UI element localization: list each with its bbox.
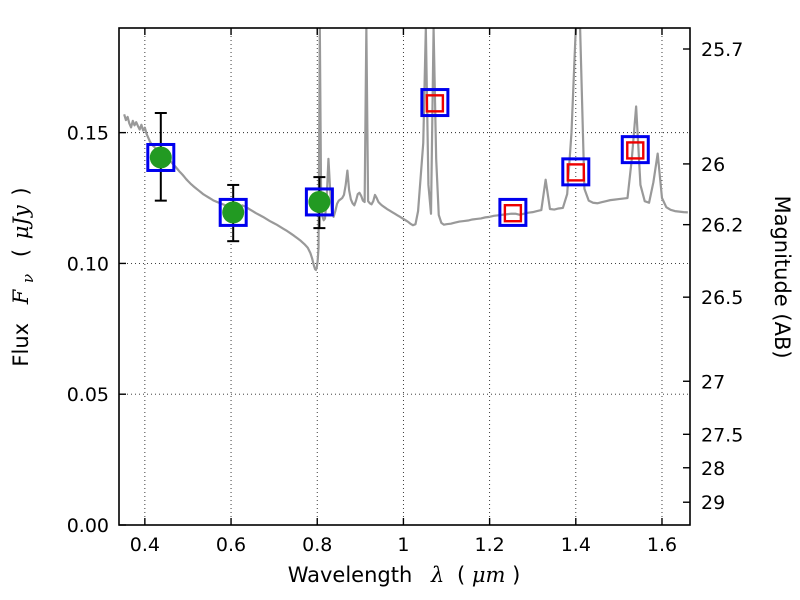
- y-axis-title: Flux F ν ( μJy ): [9, 187, 38, 366]
- x-axis-title-word: Wavelength: [288, 563, 413, 587]
- y-axis-title-nu: ν: [19, 274, 37, 283]
- y-axis-title-close-paren: ): [9, 187, 33, 195]
- model-flux-marker: [420, 88, 450, 118]
- observed-nir-flux-marker: [425, 94, 445, 113]
- x-tick-label: 1.6: [647, 534, 677, 556]
- plot-frame: [118, 27, 691, 526]
- grid-lines: [119, 28, 690, 526]
- right-tick-label: 29: [701, 492, 725, 514]
- x-tick-label: 1: [397, 534, 409, 556]
- x-axis-title-units: μm: [472, 563, 506, 587]
- x-axis-title: Wavelength λ ( μm ): [288, 563, 521, 587]
- y-tick-label: 0.10: [67, 253, 109, 275]
- observed-flux-marker: [308, 190, 331, 213]
- y-tick-label: 0.15: [67, 123, 109, 145]
- x-tick-label: 0.8: [302, 534, 332, 556]
- x-tick-label: 0.6: [216, 534, 246, 556]
- right-axis-title: Magnitude (AB): [770, 195, 794, 358]
- y-axis-title-word: Flux: [9, 323, 33, 367]
- observed-nir-flux-marker: [626, 141, 645, 160]
- y-axis-title-units: μJy: [9, 204, 33, 239]
- y-tick-label: 0.00: [67, 515, 109, 537]
- svg-text:Wavelength λ (: Wavelength λ ( μm ): [288, 563, 521, 587]
- right-tick-label: 26: [701, 154, 725, 176]
- axis-ticks: [119, 28, 690, 526]
- y-tick-labels: 0.00 0.05 0.10 0.15: [67, 123, 109, 537]
- right-tick-label: 28: [701, 458, 725, 480]
- model-flux-marker: [146, 142, 176, 172]
- right-tick-labels: 25.7 26 26.2 26.5 27 27.5 28 29: [701, 39, 743, 514]
- model-flux-marker: [620, 135, 650, 165]
- plot-area-background: [119, 28, 690, 525]
- x-axis-title-open-paren: (: [457, 563, 465, 587]
- observed-flux-marker: [222, 201, 245, 224]
- right-tick-label: 26.2: [701, 215, 743, 237]
- x-axis-title-close-paren: ): [512, 563, 520, 587]
- right-axis-title-text: Magnitude (AB): [770, 195, 794, 358]
- data-layer: [123, 28, 688, 272]
- x-tick-label: 1.2: [475, 534, 505, 556]
- x-axis-title-lambda: λ: [430, 563, 444, 587]
- x-tick-label: 1.4: [561, 534, 591, 556]
- model-flux-marker: [561, 157, 591, 187]
- right-tick-label: 27.5: [701, 424, 743, 446]
- y-tick-label: 0.05: [67, 384, 109, 406]
- spectrum-line: [123, 28, 688, 272]
- right-tick-label: 25.7: [701, 39, 743, 61]
- x-tick-labels: 0.4 0.6 0.8 1 1.2 1.4 1.6: [130, 534, 677, 556]
- observed-nir-flux-marker: [566, 163, 585, 182]
- observed-flux-marker: [149, 146, 172, 169]
- model-flux-marker: [218, 197, 248, 227]
- y-axis-title-open-paren: (: [9, 249, 33, 257]
- model-flux-marker: [304, 187, 334, 217]
- x-tick-label: 0.4: [130, 534, 160, 556]
- right-tick-label: 26.5: [701, 287, 743, 309]
- y-axis-title-f: F: [9, 288, 33, 305]
- svg-text:Flux F ν: Flux F ν ( μJy ): [9, 187, 38, 366]
- model-flux-marker: [498, 197, 528, 227]
- observed-nir-flux-marker: [503, 203, 523, 223]
- right-tick-label: 27: [701, 371, 725, 393]
